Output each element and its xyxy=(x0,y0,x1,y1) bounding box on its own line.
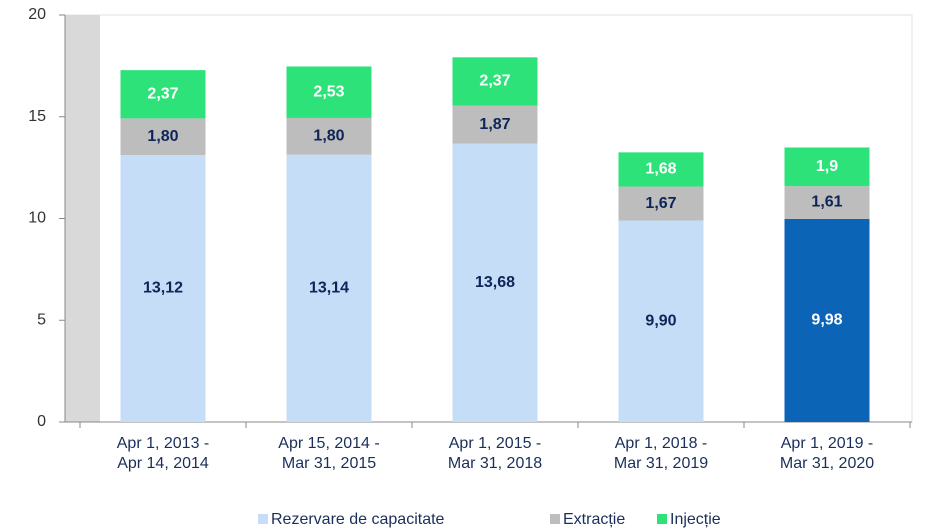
value-label: 2,37 xyxy=(479,73,510,90)
bar-segment xyxy=(618,186,704,221)
bar-segment xyxy=(784,218,870,422)
value-label: 1,67 xyxy=(645,195,676,212)
bar-segment xyxy=(452,57,538,106)
y-tick-label: 15 xyxy=(28,108,46,125)
legend-label: Injecție xyxy=(670,511,721,528)
x-tick-label: Apr 1, 2013 - Apr 14, 2014 xyxy=(116,435,210,472)
y-tick-label: 0 xyxy=(37,413,46,430)
y-tick-label: 20 xyxy=(28,6,46,23)
value-label: 1,80 xyxy=(313,128,344,145)
value-label: 1,87 xyxy=(479,116,510,133)
x-tick-label: Apr 15, 2014 - Mar 31, 2015 xyxy=(278,435,380,472)
legend-label: Extracție xyxy=(563,511,625,528)
side-wall xyxy=(65,15,100,422)
value-label: 1,68 xyxy=(645,161,676,178)
bar-segment xyxy=(618,220,704,422)
legend-swatch xyxy=(657,514,667,524)
bar-segment xyxy=(784,147,870,187)
value-label: 1,9 xyxy=(816,158,838,175)
bar-segment xyxy=(286,154,372,422)
bar-segment xyxy=(618,152,704,187)
bar-segment xyxy=(120,118,206,156)
bar-segment xyxy=(120,70,206,119)
bar-segment xyxy=(286,117,372,155)
value-label: 1,80 xyxy=(147,128,178,145)
value-label: 9,98 xyxy=(811,312,842,329)
bar-segment xyxy=(120,155,206,422)
value-label: 2,53 xyxy=(313,83,344,100)
x-tick-label: Apr 1, 2019 - Mar 31, 2020 xyxy=(779,435,875,472)
y-tick-label: 5 xyxy=(37,311,46,328)
bar-segment xyxy=(452,105,538,144)
value-label: 9,90 xyxy=(645,312,676,329)
bar-segment xyxy=(452,143,538,422)
bar-segment xyxy=(286,66,372,118)
value-label: 2,37 xyxy=(147,85,178,102)
value-label: 13,14 xyxy=(309,280,349,297)
x-tick-label: Apr 1, 2018 - Mar 31, 2019 xyxy=(613,435,709,472)
value-label: 13,12 xyxy=(143,280,183,297)
value-label: 13,68 xyxy=(475,274,515,291)
y-tick-label: 10 xyxy=(28,210,46,227)
legend-swatch xyxy=(258,514,268,524)
x-tick-label: Apr 1, 2015 - Mar 31, 2018 xyxy=(447,435,543,472)
legend-swatch xyxy=(550,514,560,524)
legend-label: Rezervare de capacitate xyxy=(271,511,445,528)
bar-segment xyxy=(784,186,870,219)
value-label: 1,61 xyxy=(811,194,842,211)
